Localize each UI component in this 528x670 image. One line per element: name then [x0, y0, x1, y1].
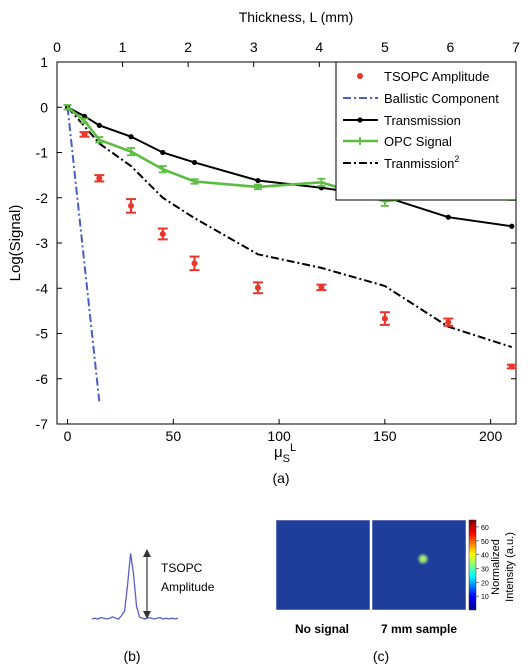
- x-axis-label: μSL: [274, 442, 296, 465]
- legend-label: TSOPC Amplitude: [384, 69, 490, 84]
- no-signal-label: No signal: [295, 622, 349, 636]
- legend: TSOPC Amplitude Ballistic Component Transm…: [335, 61, 517, 201]
- no-signal-image: [275, 519, 371, 611]
- amplitude-annotation-line1: TSOPC: [161, 561, 203, 575]
- series-tsopc-amplitude: [79, 131, 517, 370]
- data-point: [128, 134, 134, 140]
- legend-entry: TSOPC Amplitude: [357, 69, 490, 84]
- top-tick-label: 2: [184, 39, 192, 55]
- panel-c: No signal 7 mm sample 60 50 40 30 20 10 Norma…: [275, 519, 516, 664]
- y-tick-label: -7: [36, 416, 49, 432]
- y-axis-label: Log(Signal): [7, 205, 24, 282]
- colorbar: [468, 519, 477, 611]
- y-tick-label: 0: [40, 99, 48, 115]
- data-point: [160, 149, 166, 156]
- y-tick-label: -3: [36, 235, 49, 251]
- series-line: [66, 107, 101, 402]
- data-point: [381, 315, 388, 322]
- legend-entry: Ballistic Component: [343, 91, 499, 106]
- colorbar-tick-label: 50: [481, 539, 489, 546]
- data-point: [508, 363, 515, 370]
- legend-marker: [357, 117, 363, 123]
- amplitude-arrow-head-bottom: [143, 611, 151, 619]
- x-tick-label: 150: [373, 428, 397, 444]
- data-point: [159, 230, 166, 237]
- colorbar-tick-label: 30: [481, 566, 489, 573]
- data-point: [318, 284, 325, 291]
- amplitude-arrow-head-top: [143, 549, 151, 557]
- x-tick-label: 0: [64, 428, 72, 444]
- top-tick-label: 0: [53, 39, 61, 55]
- top-tick-label: 1: [119, 39, 127, 55]
- top-tick-label: 3: [250, 39, 258, 55]
- data-point: [191, 159, 198, 166]
- x-tick-label: 50: [166, 428, 182, 444]
- legend-label: Ballistic Component: [384, 91, 499, 106]
- y-tick-label: -5: [36, 326, 49, 342]
- data-point: [509, 223, 515, 229]
- colorbar-label-line1: Normalized: [490, 539, 502, 595]
- colorbar-ticks: 60 50 40 30 20 10: [476, 525, 489, 601]
- data-point: [255, 177, 261, 184]
- data-point: [445, 319, 452, 326]
- panel-c-label: (c): [373, 648, 389, 664]
- top-tick-label: 6: [447, 39, 455, 55]
- data-point: [254, 284, 261, 291]
- legend-label: Transmission: [384, 113, 461, 128]
- y-tick-label: -1: [36, 145, 49, 161]
- legend-entry: OPC Signal: [343, 134, 452, 149]
- colorbar-tick-label: 60: [481, 525, 489, 532]
- sample-image: [371, 519, 467, 611]
- legend-label: OPC Signal: [384, 134, 452, 149]
- colorbar-tick-label: 40: [481, 553, 489, 560]
- legend-entry: Tranmission2: [343, 154, 459, 171]
- sample-label: 7 mm sample: [381, 622, 457, 636]
- colorbar-tick-label: 10: [481, 594, 489, 601]
- data-point: [445, 214, 451, 220]
- legend-entry: Transmission: [343, 113, 461, 128]
- data-point: [191, 260, 198, 267]
- signal-trace: [91, 553, 179, 620]
- y-tick-label: -4: [36, 280, 49, 296]
- y-axis: 1 0 -1 -2 -3 -4 -5 -6 -7: [36, 54, 516, 432]
- y-tick-label: 1: [40, 54, 48, 70]
- panel-a-label: (a): [272, 470, 289, 486]
- data-point: [96, 122, 102, 128]
- signal-spot: [416, 552, 430, 566]
- top-tick-label: 5: [381, 39, 389, 55]
- data-point: [128, 202, 135, 209]
- data-point: [81, 113, 88, 119]
- data-series: [63, 104, 517, 402]
- colorbar-tick-label: 20: [481, 580, 489, 587]
- y-tick-label: -6: [36, 371, 49, 387]
- top-axis-label: Thickness, L (mm): [239, 9, 354, 25]
- x-axis: 0 50 100 150 200: [64, 419, 503, 444]
- top-tick-label: 4: [315, 39, 323, 55]
- top-tick-label: 7: [512, 39, 520, 55]
- legend-label: Tranmission2: [384, 154, 459, 171]
- panel-b-label: (b): [123, 648, 140, 664]
- x-tick-label: 200: [479, 428, 503, 444]
- legend-box: [335, 61, 517, 201]
- panel-b: TSOPC Amplitude (b): [91, 549, 215, 664]
- colorbar-label-line2: Intensity (a.u.): [504, 532, 516, 602]
- y-tick-label: -2: [36, 190, 49, 206]
- data-point: [81, 131, 88, 138]
- series-ballistic-component: [66, 107, 101, 402]
- amplitude-annotation-line2: Amplitude: [161, 580, 215, 594]
- x-tick-label: 100: [267, 428, 291, 444]
- legend-marker: [357, 73, 363, 79]
- data-point: [96, 175, 103, 182]
